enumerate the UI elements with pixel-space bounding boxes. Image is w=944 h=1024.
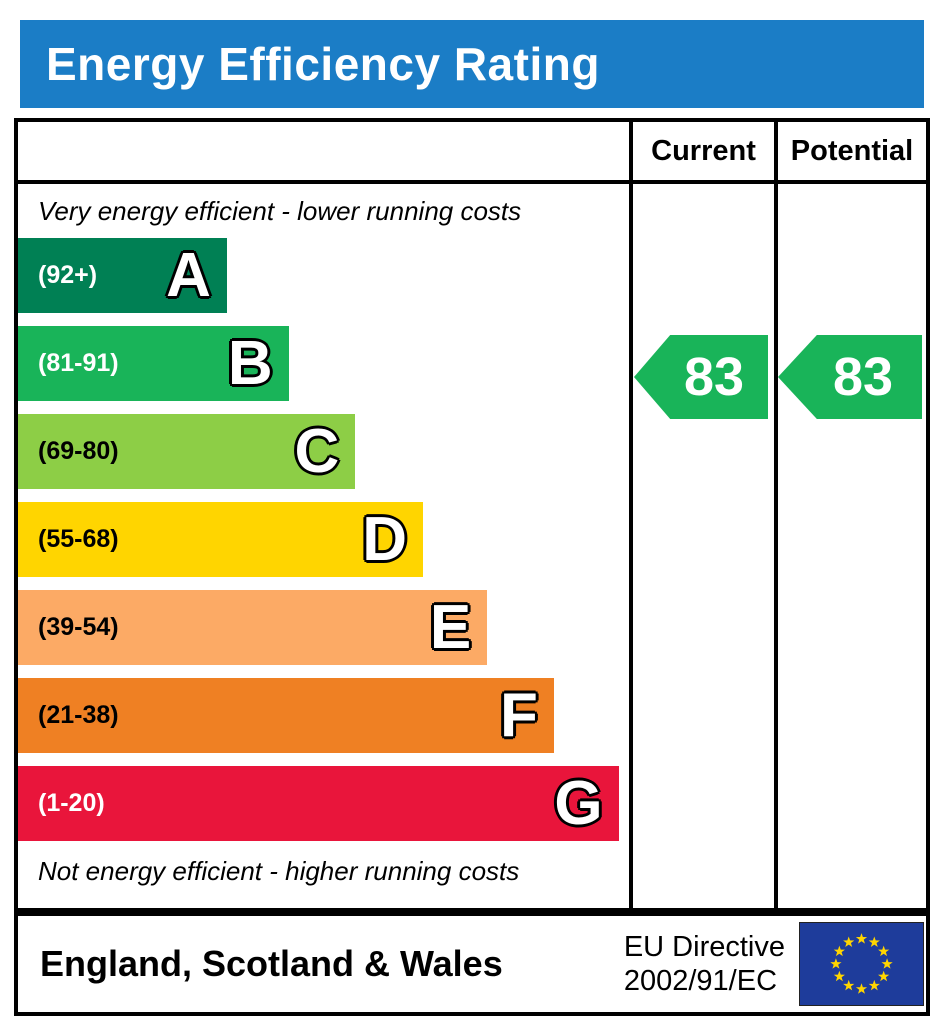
rating-table: Current Potential Very energy efficient … [14,118,930,912]
band-letter: A [166,240,211,310]
current-column-header: Current [629,122,774,184]
band-bar-e: (39-54) E [18,590,488,665]
band-row-g: (1-20) G [18,766,629,841]
header-spacer-cell [18,122,629,184]
band-bar-b: (81-91) B [18,326,289,401]
band-range-label: (55-68) [38,525,119,553]
eu-flag-icon [799,922,924,1006]
band-row-d: (55-68) D [18,502,629,577]
current-rating-arrow: 83 [634,335,768,419]
band-bar-f: (21-38) F [18,678,554,753]
band-letter: D [362,504,408,574]
band-row-c: (69-80) C [18,414,629,489]
region-label: England, Scotland & Wales [40,943,503,984]
band-row-f: (21-38) F [18,678,629,753]
band-letter: F [499,680,538,750]
band-row-e: (39-54) E [18,590,629,665]
band-range-label: (69-80) [38,437,119,465]
current-rating-value: 83 [683,347,745,407]
title-bar: Energy Efficiency Rating [20,20,924,108]
band-bar-c: (69-80) C [18,414,356,489]
current-rating-cell: 83 [629,184,774,908]
band-letter: G [554,768,603,838]
band-row-a: (92+) A [18,238,629,313]
bottom-note: Not energy efficient - higher running co… [38,856,520,886]
footer: England, Scotland & Wales EU Directive 2… [14,912,930,1016]
eu-directive-line1: EU Directive [623,931,785,963]
potential-rating-cell: 83 [774,184,926,908]
band-list: (92+) A (81-91) B (69-80) C [18,238,629,841]
band-range-label: (21-38) [38,701,119,729]
eu-directive-label: EU Directive 2002/91/EC [624,930,785,998]
band-letter: E [429,592,472,662]
potential-column-header: Potential [774,122,926,184]
page-title: Energy Efficiency Rating [46,38,600,90]
band-bar-a: (92+) A [18,238,227,313]
band-range-label: (92+) [38,261,98,289]
potential-rating-arrow: 83 [778,335,922,419]
band-row-b: (81-91) B [18,326,629,401]
band-range-label: (1-20) [38,789,105,817]
band-bar-d: (55-68) D [18,502,424,577]
potential-rating-value: 83 [832,347,894,407]
band-range-label: (81-91) [38,349,119,377]
eu-directive-line2: 2002/91/EC [623,965,778,997]
band-bar-g: (1-20) G [18,766,619,841]
band-range-label: (39-54) [38,613,119,641]
band-letter: B [227,328,273,398]
top-note: Very energy efficient - lower running co… [38,196,522,226]
rating-scale: Very energy efficient - lower running co… [18,184,629,908]
band-letter: C [294,416,340,486]
